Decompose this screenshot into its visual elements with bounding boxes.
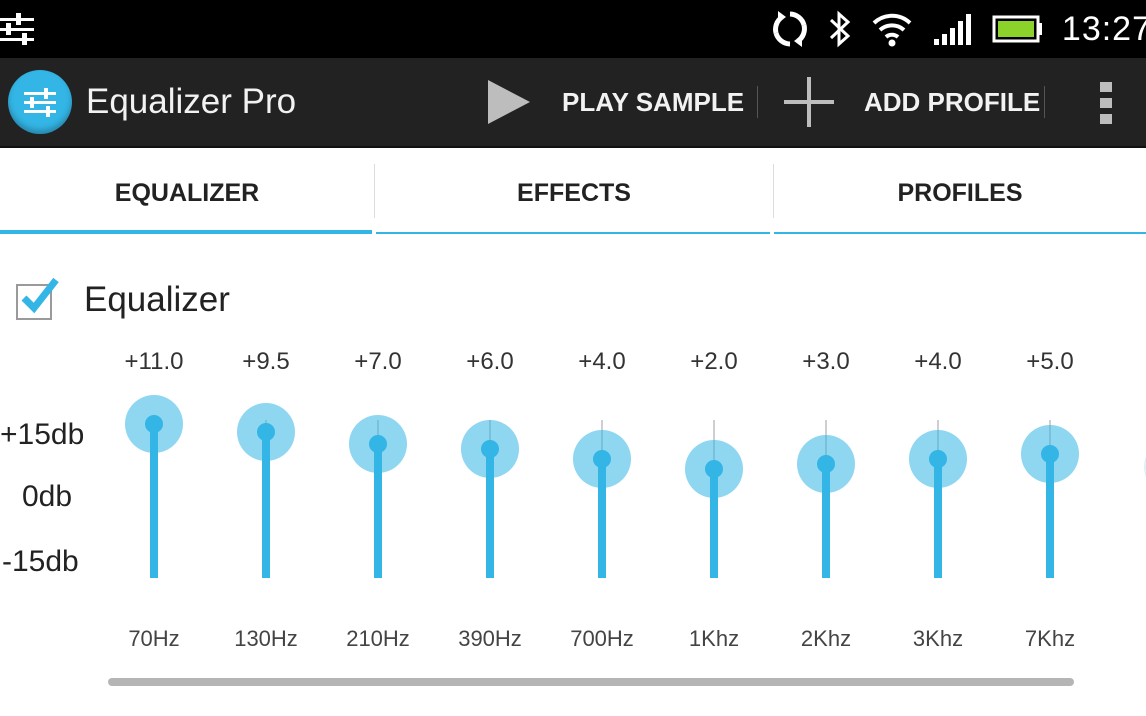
band-value-label: +5.0: [1026, 348, 1074, 375]
band-slider-thumb[interactable]: [1144, 438, 1146, 496]
tab-bar: EQUALIZER EFFECTS PROFILES: [0, 148, 1146, 238]
plus-icon: [782, 75, 836, 129]
band-slider-fill[interactable]: [710, 469, 718, 578]
band-frequency-label: 7Khz: [1024, 626, 1076, 651]
wifi-icon: [870, 9, 914, 49]
equalizer-label: Equalizer: [84, 280, 230, 319]
action-separator: [1044, 86, 1045, 118]
play-sample-label: PLAY SAMPLE: [562, 86, 745, 117]
band-frequency-label: 1: [1112, 626, 1146, 652]
band-slider-fill[interactable]: [374, 444, 382, 578]
tab-equalizer[interactable]: EQUALIZER: [114, 178, 260, 207]
band-slider-thumb-center[interactable]: [929, 450, 947, 468]
tab-divider: [773, 164, 774, 218]
band-frequency-label: 70Hz: [128, 626, 180, 651]
tab-selected-indicator: [0, 230, 372, 234]
action-bar: Equalizer Pro PLAY SAMPLE ADD PROFILE: [0, 58, 1146, 148]
band-value-label: +11.0: [124, 348, 184, 375]
db-min-label: -15db: [2, 545, 79, 578]
add-profile-label: ADD PROFILE: [864, 86, 1041, 117]
tab-underline: [376, 232, 770, 234]
band-slider-fill[interactable]: [598, 459, 606, 578]
band-slider-thumb-center[interactable]: [817, 455, 835, 473]
band-frequency-label: 700Hz: [570, 626, 634, 651]
band-value-label: +3.0: [802, 348, 850, 375]
band-slider-fill[interactable]: [262, 431, 270, 578]
band-value-label: +9.5: [242, 348, 290, 375]
band-slider-thumb-center[interactable]: [705, 460, 723, 478]
db-zero-label: 0db: [22, 480, 73, 513]
signal-icon: [932, 9, 974, 49]
add-profile-button[interactable]: ADD PROFILE: [782, 58, 1040, 146]
tab-profiles[interactable]: PROFILES: [897, 178, 1023, 207]
action-separator: [757, 86, 758, 118]
band-value-label: +4.0: [578, 348, 626, 375]
check-icon: [21, 277, 59, 314]
band-value-label: +4.0: [914, 348, 962, 375]
band-frequency-label: 210Hz: [346, 626, 410, 651]
tab-effects[interactable]: EFFECTS: [517, 178, 631, 207]
equalizer-notification-icon: [0, 10, 36, 48]
tab-divider: [374, 164, 375, 218]
band-slider-thumb-center[interactable]: [1041, 445, 1059, 463]
play-icon: [486, 78, 532, 126]
band-frequency-label: 2Khz: [800, 626, 852, 651]
sync-icon: [770, 9, 810, 49]
band-value-label: +7.0: [354, 348, 402, 375]
band-slider-fill[interactable]: [934, 459, 942, 578]
band-frequency-label: 3Khz: [912, 626, 964, 651]
band-slider-thumb-center[interactable]: [145, 415, 163, 433]
band-slider-fill[interactable]: [1046, 454, 1054, 578]
db-max-label: +15db: [0, 418, 85, 451]
clock: 13:27: [1061, 9, 1146, 48]
band-slider-thumb-center[interactable]: [593, 450, 611, 468]
bluetooth-icon: [828, 9, 852, 49]
horizontal-scrollbar[interactable]: [108, 678, 1074, 686]
band-slider-thumb-center[interactable]: [257, 422, 275, 441]
band-value-label: +6.0: [466, 348, 514, 375]
band-frequency-label: 1Khz: [688, 626, 740, 651]
equalizer-checkbox[interactable]: [16, 277, 59, 320]
app-title: Equalizer Pro: [86, 82, 297, 121]
battery-icon: [992, 9, 1044, 49]
band-slider-fill[interactable]: [486, 449, 494, 578]
overflow-menu-icon[interactable]: [1098, 80, 1114, 126]
status-bar: 13:27: [0, 0, 1146, 58]
band-slider-thumb-center[interactable]: [481, 440, 499, 458]
band-value-label: +: [1112, 348, 1146, 376]
band-frequency-label: 130Hz: [234, 626, 298, 651]
app-logo-icon[interactable]: [8, 70, 72, 134]
band-slider-fill[interactable]: [150, 424, 158, 578]
band-frequency-label: 390Hz: [458, 626, 522, 651]
band-slider-thumb-center[interactable]: [369, 435, 387, 453]
band-value-label: +2.0: [690, 348, 738, 375]
tab-underline: [774, 232, 1146, 234]
play-sample-button[interactable]: PLAY SAMPLE: [486, 58, 744, 146]
band-slider-fill[interactable]: [822, 464, 830, 578]
